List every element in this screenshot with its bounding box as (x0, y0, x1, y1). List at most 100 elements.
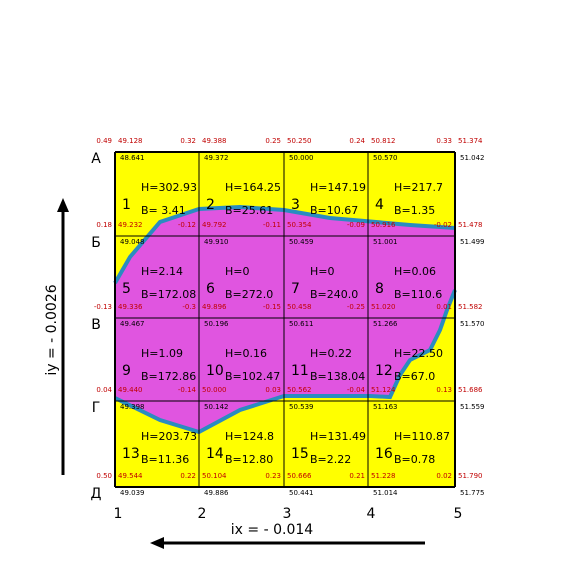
cell-cut: B=67.0 (394, 370, 435, 383)
natural-elevation: 51.014 (373, 489, 398, 497)
cell-number: 1 (122, 197, 131, 213)
work-height: 0.02 (436, 472, 452, 480)
natural-elevation: 49.910 (204, 238, 229, 246)
cell-fill: H=0 (310, 265, 335, 278)
work-height: 0.32 (180, 137, 196, 145)
design-elevation: 50.562 (287, 386, 312, 394)
cell-number: 15 (291, 446, 309, 462)
design-elevation: 50.104 (202, 472, 227, 480)
row-label: В (91, 317, 101, 333)
cell-cut: B=0.78 (394, 453, 435, 466)
work-height: 0.04 (96, 386, 112, 394)
row-label: Г (92, 400, 101, 416)
cell-fill: H=302.93 (141, 181, 197, 194)
cell-fill: H=0.22 (310, 347, 352, 360)
cell-fill: H=131.49 (310, 430, 366, 443)
design-elevation: 50.812 (371, 137, 396, 145)
design-elevation: 51.582 (458, 303, 483, 311)
cell-fill: H=164.25 (225, 181, 281, 194)
column-label: 5 (454, 506, 463, 522)
natural-elevation: 51.499 (460, 238, 485, 246)
cell-cut: B=102.47 (225, 370, 280, 383)
design-elevation: 51.124 (371, 386, 396, 394)
natural-elevation: 49.039 (120, 489, 145, 497)
cell-cut: B=110.6 (394, 288, 442, 301)
cell-fill: H=147.19 (310, 181, 366, 194)
design-elevation: 49.896 (202, 303, 227, 311)
cell-cut: B=10.67 (310, 204, 358, 217)
natural-elevation: 51.163 (373, 403, 398, 411)
design-elevation: 49.544 (118, 472, 143, 480)
zero-line (113, 204, 456, 284)
cell-cut: B=240.0 (310, 288, 358, 301)
design-elevation: 50.458 (287, 303, 312, 311)
work-height: 0.23 (265, 472, 281, 480)
natural-elevation: 51.559 (460, 403, 485, 411)
work-height: -0.04 (347, 386, 366, 394)
design-elevation: 51.374 (458, 137, 483, 145)
cell-cut: B= 3.41 (141, 204, 186, 217)
cell-cut: B=1.35 (394, 204, 435, 217)
cell-number: 4 (375, 197, 384, 213)
work-height: -0.15 (263, 303, 281, 311)
work-height: -0.3 (182, 303, 196, 311)
natural-elevation: 51.775 (460, 489, 485, 497)
cell-number: 9 (122, 363, 131, 379)
design-elevation: 51.228 (371, 472, 396, 480)
cell-number: 2 (206, 197, 215, 213)
natural-elevation: 49.048 (120, 238, 145, 246)
cell-fill: H=1.09 (141, 347, 183, 360)
cell-cut: B=11.36 (141, 453, 189, 466)
design-elevation: 49.440 (118, 386, 143, 394)
work-height: 0.25 (265, 137, 281, 145)
design-elevation: 50.000 (202, 386, 227, 394)
work-height: 0.49 (96, 137, 112, 145)
cell-cut: B=272.0 (225, 288, 273, 301)
arrow-head (150, 537, 164, 549)
natural-elevation: 51.570 (460, 320, 485, 328)
row-label: А (91, 151, 101, 167)
cell-number: 6 (206, 281, 215, 297)
work-height: -0.12 (178, 221, 196, 229)
zero-line (114, 289, 457, 435)
cell-cut: B=2.22 (310, 453, 351, 466)
cell-cut: B=25.61 (225, 204, 273, 217)
column-label: 2 (198, 506, 207, 522)
design-elevation: 51.020 (371, 303, 396, 311)
slope-y: iy = - 0.0026 (44, 284, 60, 375)
cell-fill: H=0.16 (225, 347, 267, 360)
natural-elevation: 50.000 (289, 154, 314, 162)
design-elevation: 49.792 (202, 221, 227, 229)
natural-elevation: 50.441 (289, 489, 314, 497)
work-height: -0.14 (178, 386, 197, 394)
cell-fill: H=2.14 (141, 265, 183, 278)
design-elevation: 49.128 (118, 137, 143, 145)
design-elevation: 49.388 (202, 137, 227, 145)
natural-elevation: 49.467 (120, 320, 145, 328)
cell-number: 5 (122, 281, 131, 297)
natural-elevation: 50.570 (373, 154, 398, 162)
natural-elevation: 50.611 (289, 320, 314, 328)
cell-fill: H=203.73 (141, 430, 197, 443)
design-elevation: 49.336 (118, 303, 143, 311)
work-height: -0.11 (263, 221, 281, 229)
cell-cut: B=12.80 (225, 453, 273, 466)
natural-elevation: 51.266 (373, 320, 398, 328)
natural-elevation: 48.641 (120, 154, 145, 162)
cell-number: 16 (375, 446, 393, 462)
natural-elevation: 50.459 (289, 238, 314, 246)
column-label: 1 (114, 506, 123, 522)
cell-number: 7 (291, 281, 300, 297)
natural-elevation: 50.196 (204, 320, 229, 328)
column-label: 4 (367, 506, 376, 522)
design-elevation: 49.232 (118, 221, 143, 229)
cell-number: 14 (206, 446, 224, 462)
cell-cut: B=172.08 (141, 288, 196, 301)
natural-elevation: 51.001 (373, 238, 398, 246)
cell-number: 13 (122, 446, 140, 462)
work-height: -0.02 (434, 221, 452, 229)
natural-elevation: 49.886 (204, 489, 229, 497)
work-height: 0.50 (96, 472, 112, 480)
natural-elevation: 50.142 (204, 403, 229, 411)
